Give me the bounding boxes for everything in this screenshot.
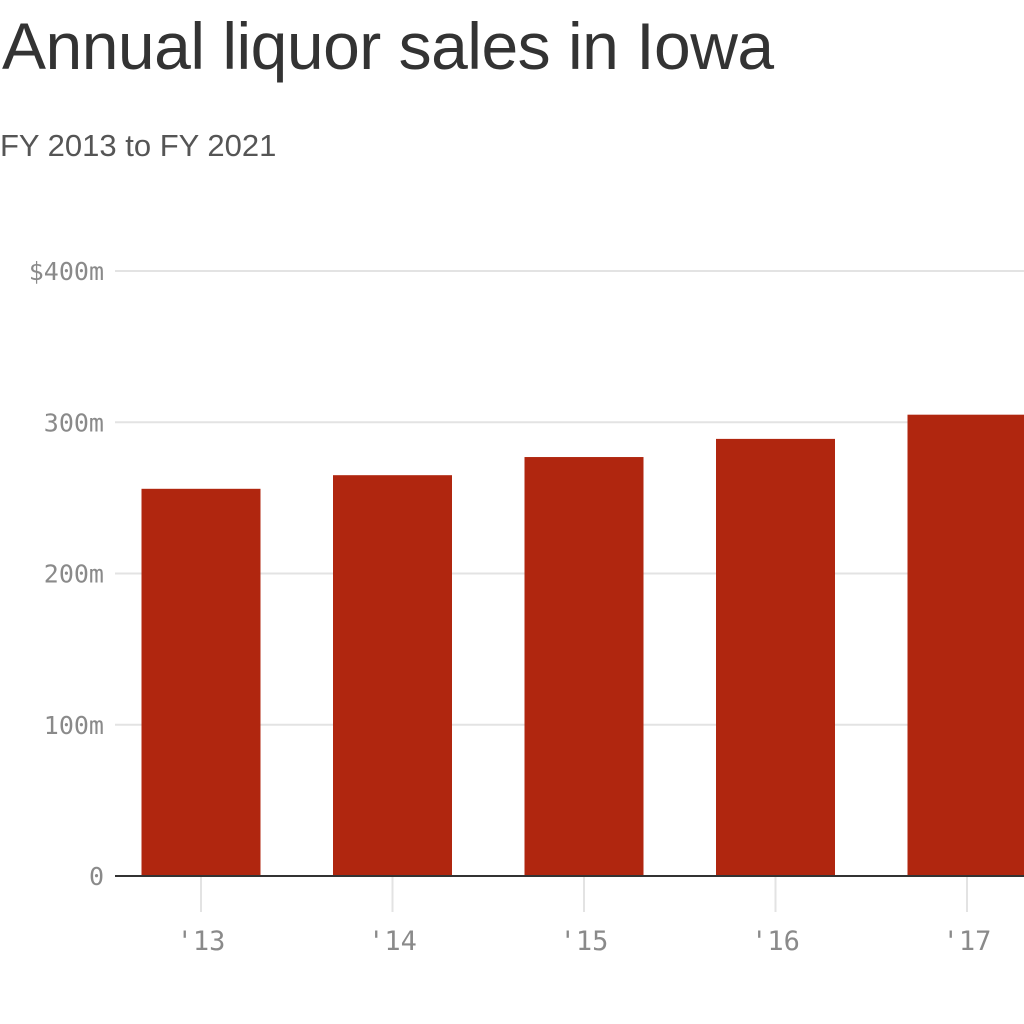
bar — [907, 414, 1024, 876]
bars — [141, 414, 1024, 876]
x-axis — [115, 875, 1024, 912]
x-tick-label: '15 — [560, 926, 609, 957]
y-tick-label: 300m — [44, 408, 104, 437]
bar — [524, 457, 644, 876]
bar — [141, 488, 261, 876]
bar — [716, 438, 835, 876]
chart-title: Annual liquor sales in Iowa — [2, 9, 774, 83]
x-tick-label: '14 — [368, 926, 417, 957]
y-tick-labels: $400m 300m 200m 100m 0 — [29, 257, 104, 891]
y-tick-label: 200m — [44, 560, 104, 589]
x-tick-label: '16 — [751, 926, 800, 957]
x-tick-labels: '13 '14 '15 '16 '17 — [177, 926, 992, 957]
bar — [333, 475, 452, 876]
y-tick-label: 0 — [89, 862, 104, 891]
chart-subtitle: FY 2013 to FY 2021 — [0, 128, 277, 163]
x-tick-label: '17 — [943, 926, 992, 957]
x-tick-label: '13 — [177, 926, 226, 957]
y-tick-label: $400m — [29, 257, 104, 286]
y-tick-label: 100m — [44, 711, 104, 740]
